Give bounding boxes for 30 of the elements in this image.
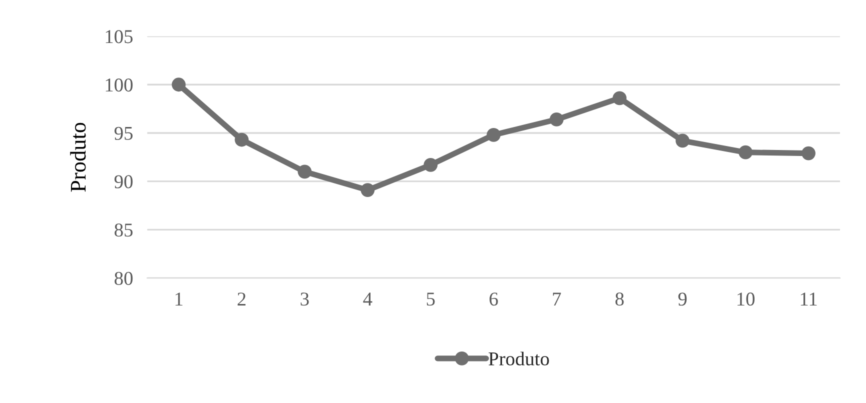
point xyxy=(738,145,752,160)
y-tick-label: 80 xyxy=(114,272,133,286)
point xyxy=(298,164,312,179)
x-tick-label: 2 xyxy=(238,292,246,306)
y-tick-label: 105 xyxy=(106,30,133,44)
point xyxy=(486,128,501,142)
point xyxy=(234,132,249,147)
x-tick-label: 1 xyxy=(176,292,182,306)
x-tick-label: 7 xyxy=(553,292,561,306)
x-tick-label: 6 xyxy=(490,292,498,306)
y-tick-label: 95 xyxy=(114,126,133,140)
point xyxy=(676,134,690,148)
x-tick-label: 8 xyxy=(615,292,624,306)
y-tick-label: 90 xyxy=(114,175,133,188)
x-tick-label: 4 xyxy=(363,292,372,306)
x-tick-label: 5 xyxy=(426,292,435,306)
point xyxy=(802,146,816,160)
point xyxy=(360,183,375,197)
y-axis-title: Produto xyxy=(70,122,86,192)
x-tick-label: 9 xyxy=(678,292,687,306)
point xyxy=(612,91,627,106)
point xyxy=(172,78,186,92)
x-tick-label: 11 xyxy=(800,292,817,306)
x-tick-label: 10 xyxy=(738,292,755,306)
point xyxy=(424,158,438,172)
x-tick-label: 3 xyxy=(300,292,309,306)
legend-label: Produto xyxy=(488,352,549,366)
y-tick-label: 85 xyxy=(114,224,133,237)
y-tick-label: 100 xyxy=(106,78,133,92)
point xyxy=(550,112,564,126)
